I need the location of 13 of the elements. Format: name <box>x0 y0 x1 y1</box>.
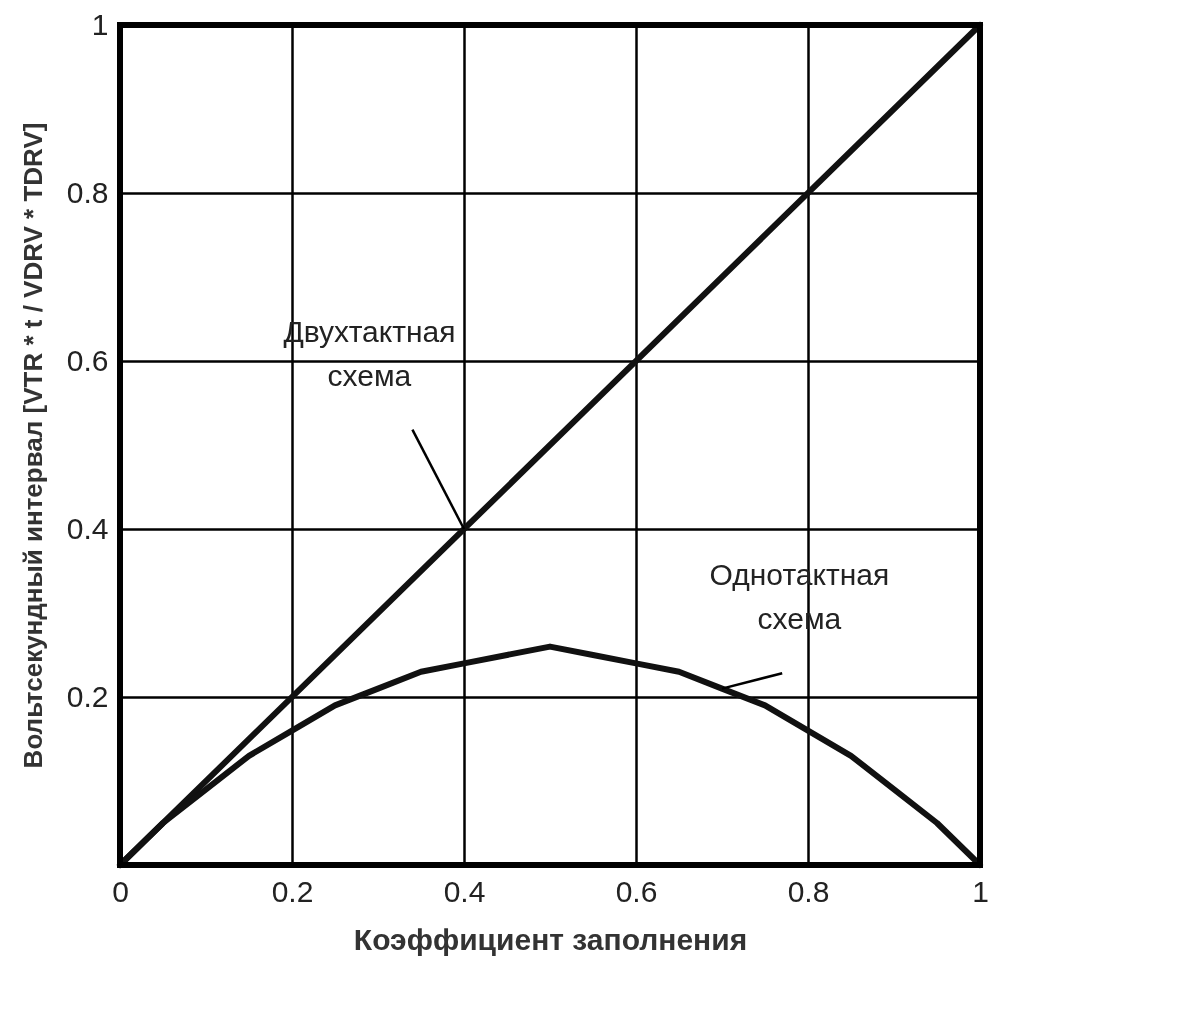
y-tick-label: 0.8 <box>66 175 109 209</box>
y-tick-label: 0.6 <box>66 343 109 377</box>
x-tick-label: 1 <box>972 874 989 908</box>
y-tick-label: 1 <box>91 7 109 41</box>
x-tick-label: 0 <box>112 874 129 908</box>
y-tick-label: 0.2 <box>66 679 109 713</box>
x-tick-label: 0.8 <box>787 874 830 908</box>
x-tick-label: 0.4 <box>443 874 486 908</box>
x-axis-title: Коэффициент заполнения <box>353 922 748 956</box>
x-tick-label: 0.6 <box>615 874 658 908</box>
x-tick-label: 0.2 <box>271 874 314 908</box>
y-tick-label: 0.4 <box>66 511 109 545</box>
y-axis-title: Вольтсекундный интервал [VTR * t / VDRV * TDRV] <box>17 122 48 769</box>
